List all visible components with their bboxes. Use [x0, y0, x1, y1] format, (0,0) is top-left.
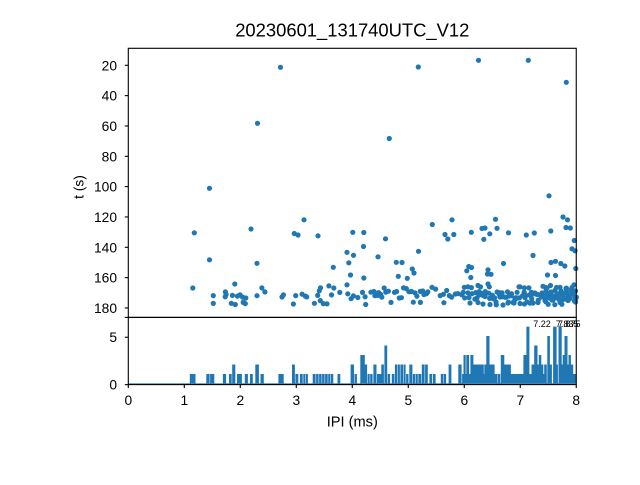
svg-text:3: 3 [292, 393, 300, 408]
svg-text:4: 4 [348, 393, 356, 408]
svg-text:1: 1 [180, 393, 188, 408]
svg-text:2: 2 [236, 393, 244, 408]
svg-text:8: 8 [572, 393, 580, 408]
svg-text:100: 100 [94, 180, 117, 195]
svg-text:160: 160 [94, 271, 117, 286]
svg-text:40: 40 [102, 89, 118, 104]
svg-text:120: 120 [94, 210, 117, 225]
svg-text:0: 0 [109, 378, 117, 393]
svg-text:7.875: 7.875 [558, 319, 581, 329]
svg-text:0: 0 [124, 393, 132, 408]
svg-text:5: 5 [109, 330, 117, 345]
svg-text:140: 140 [94, 240, 117, 255]
svg-text:IPI (ms): IPI (ms) [327, 414, 378, 430]
svg-text:80: 80 [102, 149, 118, 164]
svg-text:180: 180 [94, 301, 117, 316]
svg-text:7: 7 [516, 393, 524, 408]
svg-text:20230601_131740UTC_V12: 20230601_131740UTC_V12 [235, 19, 469, 41]
svg-text:6: 6 [460, 393, 468, 408]
svg-text:60: 60 [102, 119, 118, 134]
svg-text:20: 20 [102, 58, 118, 73]
svg-text:7.22: 7.22 [533, 319, 551, 329]
svg-text:t (s): t (s) [71, 175, 86, 199]
svg-text:7.835: 7.835 [556, 319, 579, 329]
svg-text:5: 5 [404, 393, 412, 408]
